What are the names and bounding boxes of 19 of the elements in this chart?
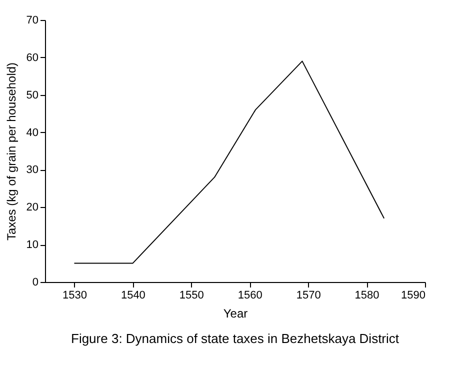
x-tick-label: 1560	[238, 290, 262, 302]
y-axis-title: Taxes (kg of grain per household)	[4, 62, 18, 241]
y-tick-label: 40	[26, 126, 38, 139]
x-tick-label: 1550	[179, 290, 204, 302]
y-tick-label: 30	[26, 164, 38, 176]
y-tick-label: 20	[26, 202, 38, 214]
line-series	[74, 60, 385, 264]
x-tick-label: 1570	[296, 290, 321, 302]
y-tick-label: 0	[32, 276, 38, 288]
y-tick-label: 70	[26, 14, 38, 26]
y-tick-label: 50	[26, 89, 38, 102]
y-tick-label: 60	[26, 52, 38, 64]
x-axis-title: Year	[223, 306, 248, 320]
text: Figure 3: Dynamics of state taxes in Bezhetskaya District	[70, 331, 400, 346]
x-tick-label: 1590	[401, 290, 426, 302]
x-tick-label: 1530	[62, 290, 87, 302]
x-tick-label: 1580	[354, 290, 380, 302]
x-tick-label: 1540	[120, 290, 146, 302]
y-tick-label: 10	[26, 239, 38, 252]
